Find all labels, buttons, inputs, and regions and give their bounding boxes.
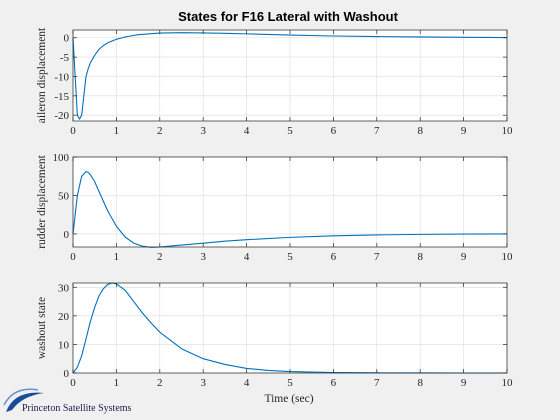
y-tick-label: 0 bbox=[64, 33, 70, 45]
x-tick-label: 5 bbox=[287, 125, 293, 137]
y-tick-label: 10 bbox=[58, 339, 70, 351]
x-tick-label: 10 bbox=[502, 125, 514, 137]
x-tick-label: 4 bbox=[244, 251, 250, 263]
y-tick-label: 30 bbox=[58, 282, 70, 294]
x-tick-label: 6 bbox=[331, 377, 337, 389]
y-tick-label: 0 bbox=[64, 368, 70, 380]
logo-text: Princeton Satellite Systems bbox=[22, 403, 132, 414]
x-tick-label: 2 bbox=[157, 377, 163, 389]
x-tick-label: 9 bbox=[461, 251, 467, 263]
y-tick-label: -5 bbox=[60, 52, 70, 64]
y-tick-label: 100 bbox=[53, 152, 70, 164]
logo-swoosh-icon bbox=[6, 392, 44, 412]
x-tick-label: 6 bbox=[331, 125, 337, 137]
x-tick-label: 2 bbox=[157, 251, 163, 263]
figure-title: States for F16 Lateral with Washout bbox=[178, 9, 399, 24]
x-tick-label: 1 bbox=[114, 377, 120, 389]
y-axis-label: washout state bbox=[36, 297, 48, 359]
x-tick-label: 8 bbox=[417, 125, 423, 137]
y-axis-label: rudder displacement bbox=[36, 154, 48, 248]
x-tick-label: 9 bbox=[461, 377, 467, 389]
x-axis-label: Time (sec) bbox=[264, 393, 313, 405]
y-axis-label: aileron displacement bbox=[36, 27, 48, 123]
x-tick-label: 7 bbox=[374, 251, 380, 263]
x-tick-label: 10 bbox=[502, 377, 514, 389]
subplot-3: 0 1 2 3 4 5 6 7 8 9 10 0 10 20 30 washout state bbox=[36, 282, 513, 389]
x-tick-label: 4 bbox=[244, 125, 250, 137]
x-tick-label: 7 bbox=[374, 125, 380, 137]
x-tick-label: 3 bbox=[200, 377, 206, 389]
series-line bbox=[72, 32, 508, 120]
y-tick-label: -15 bbox=[54, 91, 69, 103]
x-tick-label: 1 bbox=[114, 251, 120, 263]
x-tick-label: 4 bbox=[244, 377, 250, 389]
y-tick-label: 0 bbox=[64, 229, 70, 241]
x-tick-label: 7 bbox=[374, 377, 380, 389]
x-tick-label: 3 bbox=[200, 125, 206, 137]
princeton-logo: Princeton Satellite Systems bbox=[3, 388, 132, 414]
x-tick-label: 2 bbox=[157, 125, 163, 137]
y-tick-label: -20 bbox=[54, 110, 69, 122]
x-tick-label: 8 bbox=[417, 377, 423, 389]
x-tick-label: 1 bbox=[114, 125, 120, 137]
series-line bbox=[72, 282, 507, 374]
x-tick-label: 6 bbox=[331, 251, 337, 263]
x-tick-label: 8 bbox=[417, 251, 423, 263]
x-tick-label: 5 bbox=[287, 251, 293, 263]
series-line bbox=[72, 171, 508, 248]
x-tick-label: 0 bbox=[70, 377, 76, 389]
logo-swoosh-icon bbox=[3, 388, 39, 406]
x-tick-label: 3 bbox=[200, 251, 206, 263]
y-tick-label: 50 bbox=[58, 190, 70, 202]
subplot-1: 0 1 2 3 4 5 6 7 8 9 10 -20 -15 -10 -5 0 aileron displace… bbox=[36, 27, 513, 137]
x-tick-label: 9 bbox=[461, 125, 467, 137]
y-tick-label: 20 bbox=[58, 311, 70, 323]
x-tick-label: 5 bbox=[287, 377, 293, 389]
x-tick-label: 0 bbox=[70, 251, 76, 263]
x-tick-label: 0 bbox=[70, 125, 76, 137]
y-tick-label: -10 bbox=[54, 71, 69, 83]
x-tick-label: 10 bbox=[502, 251, 514, 263]
